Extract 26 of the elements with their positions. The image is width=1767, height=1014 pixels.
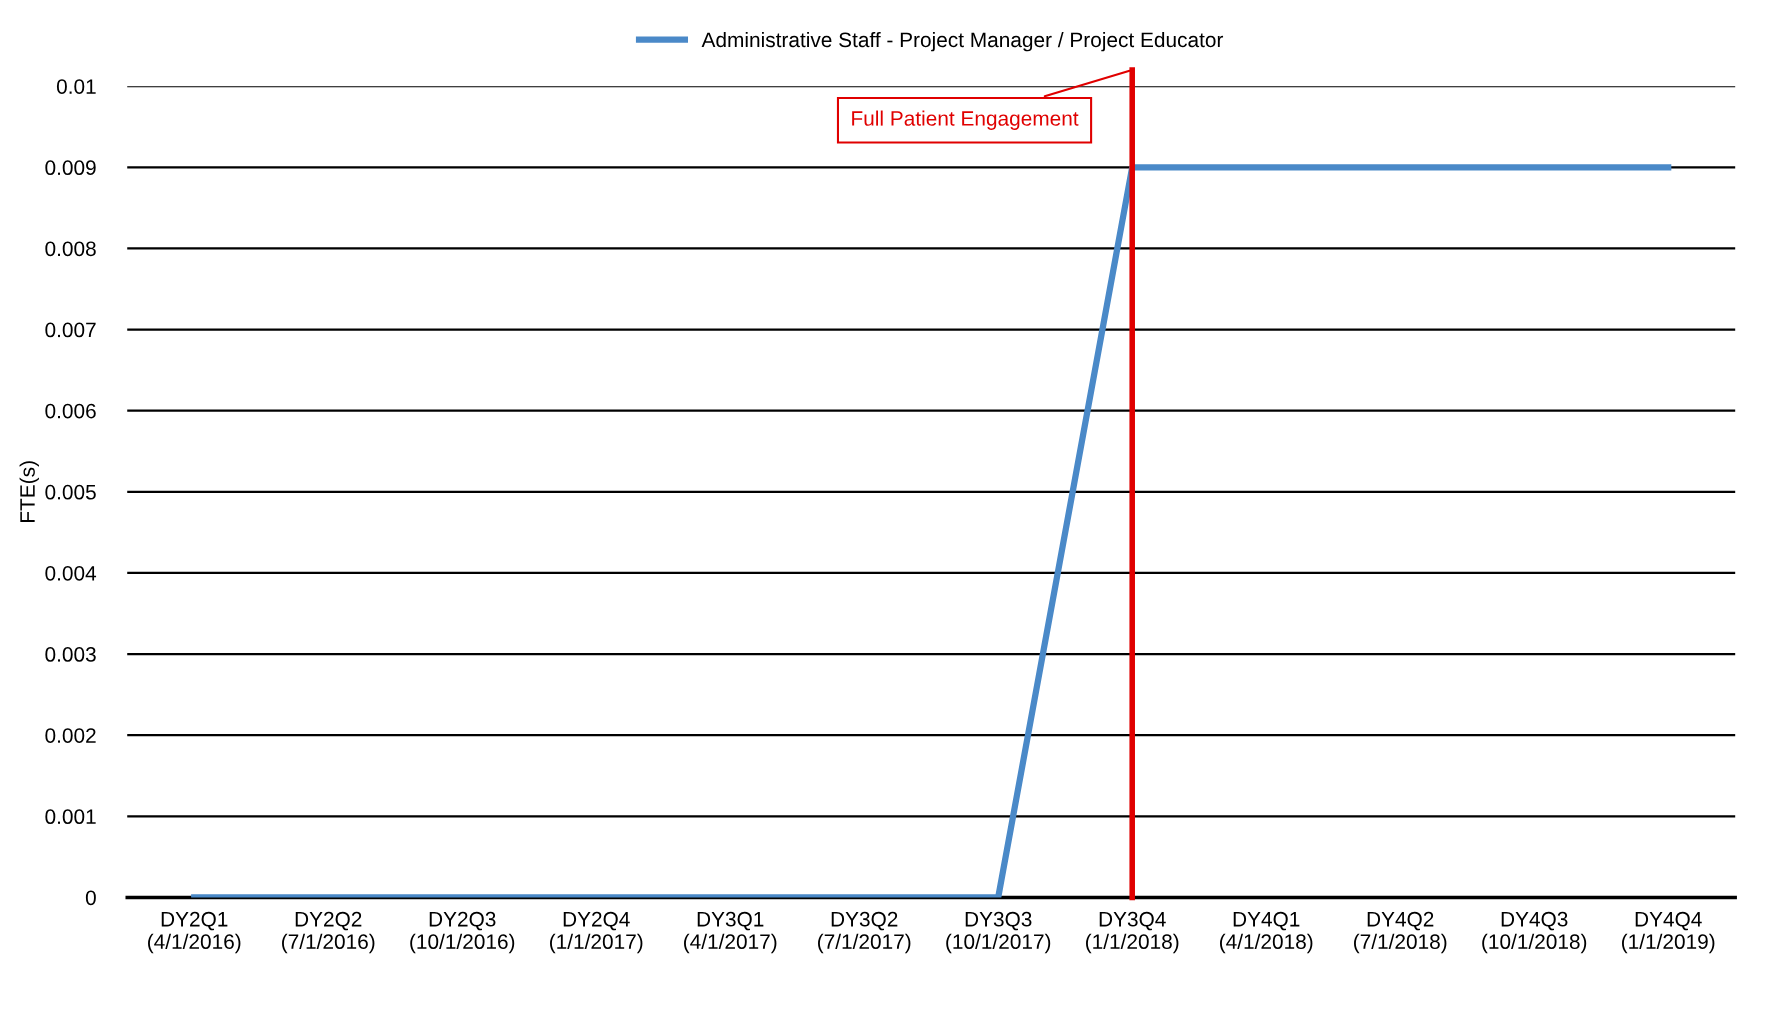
y-tick-label: 0.004	[45, 565, 97, 581]
x-tick-label: DY3Q4 (1/1/2018)	[1086, 911, 1179, 954]
x-tick-label: DY3Q1 (4/1/2017)	[684, 911, 777, 954]
y-tick-label: 0.003	[45, 647, 96, 662]
x-tick-label: DY4Q3 (10/1/2018)	[1482, 911, 1587, 954]
x-tick-label: DY4Q1 (4/1/2018)	[1220, 911, 1313, 954]
y-tick-label: 0.006	[45, 403, 96, 419]
x-tick-label: DY2Q2 (7/1/2016)	[282, 911, 375, 954]
y-axis-title: FTE(s)	[19, 461, 39, 522]
legend-label: Administrative Staff - Project Manager / Project Educator	[701, 31, 1224, 52]
x-tick-label: DY3Q3 (10/1/2017)	[946, 911, 1051, 954]
y-tick-label: 0.01	[56, 79, 96, 94]
x-tick-label: DY4Q2 (7/1/2018)	[1354, 911, 1447, 954]
x-tick-label: DY3Q2 (7/1/2017)	[818, 911, 911, 954]
y-tick-label: 0.005	[45, 484, 96, 500]
x-tick-label: DY2Q4 (1/1/2017)	[550, 911, 643, 954]
ref-line-label: Full Patient Engagement	[852, 110, 1079, 130]
x-tick-label: DY2Q1 (4/1/2016)	[148, 911, 241, 954]
y-tick-label: 0.007	[45, 322, 96, 338]
y-tick-label: 0	[85, 890, 96, 906]
x-tick-label: DY2Q3 (10/1/2016)	[410, 911, 515, 954]
y-tick-label: 0.001	[45, 809, 96, 825]
y-tick-label: 0.008	[45, 241, 96, 257]
x-tick-label: DY4Q4 (1/1/2019)	[1622, 911, 1715, 954]
y-tick-label: 0.002	[45, 728, 96, 743]
y-tick-label: 0.009	[45, 160, 96, 176]
